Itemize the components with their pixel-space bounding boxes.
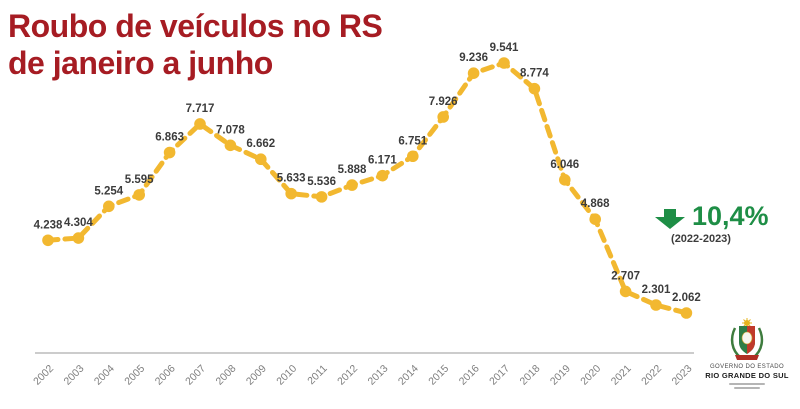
logo-government-line: GOVERNO DO ESTADO [709,364,785,370]
data-label-2010: 5.633 [277,173,306,185]
decrease-period: (2022-2023) [671,233,731,245]
data-label-2008: 7.078 [216,124,245,136]
data-label-2004: 5.254 [94,185,123,197]
x-tick-2004: 2004 [92,363,117,388]
coat-of-arms-icon [730,318,764,360]
x-tick-2016: 2016 [457,363,482,388]
x-tick-2014: 2014 [396,363,421,388]
x-tick-2008: 2008 [214,363,239,388]
data-point-2022 [650,299,662,311]
decrease-percentage: 10,4% [692,201,769,231]
data-point-2014 [407,150,419,163]
x-tick-2007: 2007 [183,363,208,388]
data-label-2014: 6.751 [398,135,427,147]
x-tick-2012: 2012 [335,363,360,388]
data-label-2019: 6.046 [550,159,579,171]
data-point-2002 [42,234,54,247]
data-label-2003: 4.304 [64,217,93,229]
x-tick-2003: 2003 [62,363,87,388]
data-point-2017 [498,57,510,69]
data-label-2006: 6.863 [155,132,184,144]
decline-callout-row: 10,4% [655,201,773,232]
x-tick-2018: 2018 [518,363,543,388]
data-point-2020 [589,213,601,226]
data-label-2009: 6.662 [246,138,275,150]
decrease-arrow-icon [655,209,685,229]
x-tick-2002: 2002 [31,363,56,388]
x-tick-2011: 2011 [305,363,330,388]
data-label-2015: 7.926 [429,96,458,108]
chart-title-line1: Roubo de veículos no RS [8,8,383,44]
data-point-2013 [376,169,389,182]
x-tick-2015: 2015 [426,363,451,388]
data-label-2018: 8.774 [520,68,549,80]
data-label-2022: 2.301 [642,284,671,296]
decline-callout: 10,4% (2022-2023) [655,201,773,245]
data-point-2018 [528,82,541,95]
chart-title: Roubo de veículos no RS de janeiro a jun… [8,8,383,82]
data-point-2003 [72,232,85,244]
x-tick-2010: 2010 [274,363,299,388]
data-label-2005: 5.595 [125,174,154,186]
data-label-2011: 5.536 [307,176,336,188]
data-label-2002: 4.238 [34,219,63,231]
x-tick-2020: 2020 [578,363,603,388]
data-label-2021: 2.707 [611,270,640,282]
x-tick-2017: 2017 [487,363,512,388]
x-tick-2005: 2005 [122,363,147,388]
logo-smallprint [729,383,765,389]
data-point-2007 [194,118,206,130]
data-label-2020: 4.868 [581,198,610,210]
data-point-2015 [437,111,450,123]
data-point-2023 [680,307,693,319]
data-point-2009 [254,153,267,166]
data-point-2005 [133,189,145,201]
data-point-2012 [346,179,358,191]
data-label-2012: 5.888 [338,164,367,176]
data-line [45,60,689,316]
data-point-2004 [103,200,115,213]
data-label-2017: 9.541 [490,42,519,54]
x-tick-2009: 2009 [244,363,269,388]
x-tick-2019: 2019 [548,363,573,388]
x-tick-2006: 2006 [153,363,178,388]
x-tick-2021: 2021 [609,363,634,388]
x-tick-2013: 2013 [366,363,391,388]
data-point-2011 [315,191,328,203]
data-point-2006 [163,146,176,159]
logo-state-line: RIO GRANDE DO SUL [705,371,789,380]
data-point-2021 [619,285,632,298]
data-label-2023: 2.062 [672,292,701,304]
x-tick-2023: 2023 [670,363,695,388]
data-point-2010 [285,187,298,200]
data-label-2016: 9.236 [459,52,488,64]
data-point-2008 [224,139,237,152]
x-tick-2022: 2022 [639,363,664,388]
chart-title-line2: de janeiro a junho [8,45,273,81]
data-point-2016 [467,67,480,79]
data-point-2019 [559,174,571,186]
data-label-2013: 6.171 [368,155,397,167]
rs-government-logo: GOVERNO DO ESTADO RIO GRANDE DO SUL [697,318,797,389]
data-label-2007: 7.717 [186,103,215,115]
